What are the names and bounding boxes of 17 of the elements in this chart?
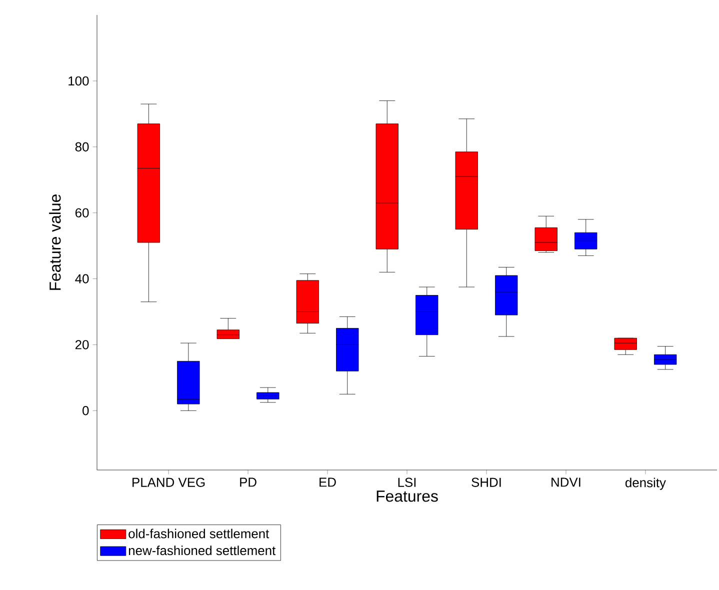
y-tick-label: 0 <box>82 406 89 416</box>
x-axis-title: Features <box>376 490 438 502</box>
x-tick-label: PLAND VEG <box>132 478 205 487</box>
y-tick-label: 40 <box>75 274 89 284</box>
y-tick-label: 100 <box>68 76 89 86</box>
y-tick-label: 20 <box>75 340 89 350</box>
x-tick-label: PD <box>240 478 256 487</box>
x-tick-label: NDVI <box>552 478 580 487</box>
x-tick-label: ED <box>320 478 336 487</box>
x-tick-label: density <box>625 478 666 490</box>
legend-label: new-fashioned settlement <box>128 546 276 556</box>
y-tick-label: 60 <box>75 208 89 218</box>
y-axis-title: Feature value <box>49 194 61 290</box>
x-tick-label: LSI <box>398 478 416 487</box>
y-tick-label: 80 <box>75 142 89 152</box>
x-tick-label: SHDI <box>472 478 501 487</box>
legend-label: old-fashioned settlement <box>128 528 270 538</box>
